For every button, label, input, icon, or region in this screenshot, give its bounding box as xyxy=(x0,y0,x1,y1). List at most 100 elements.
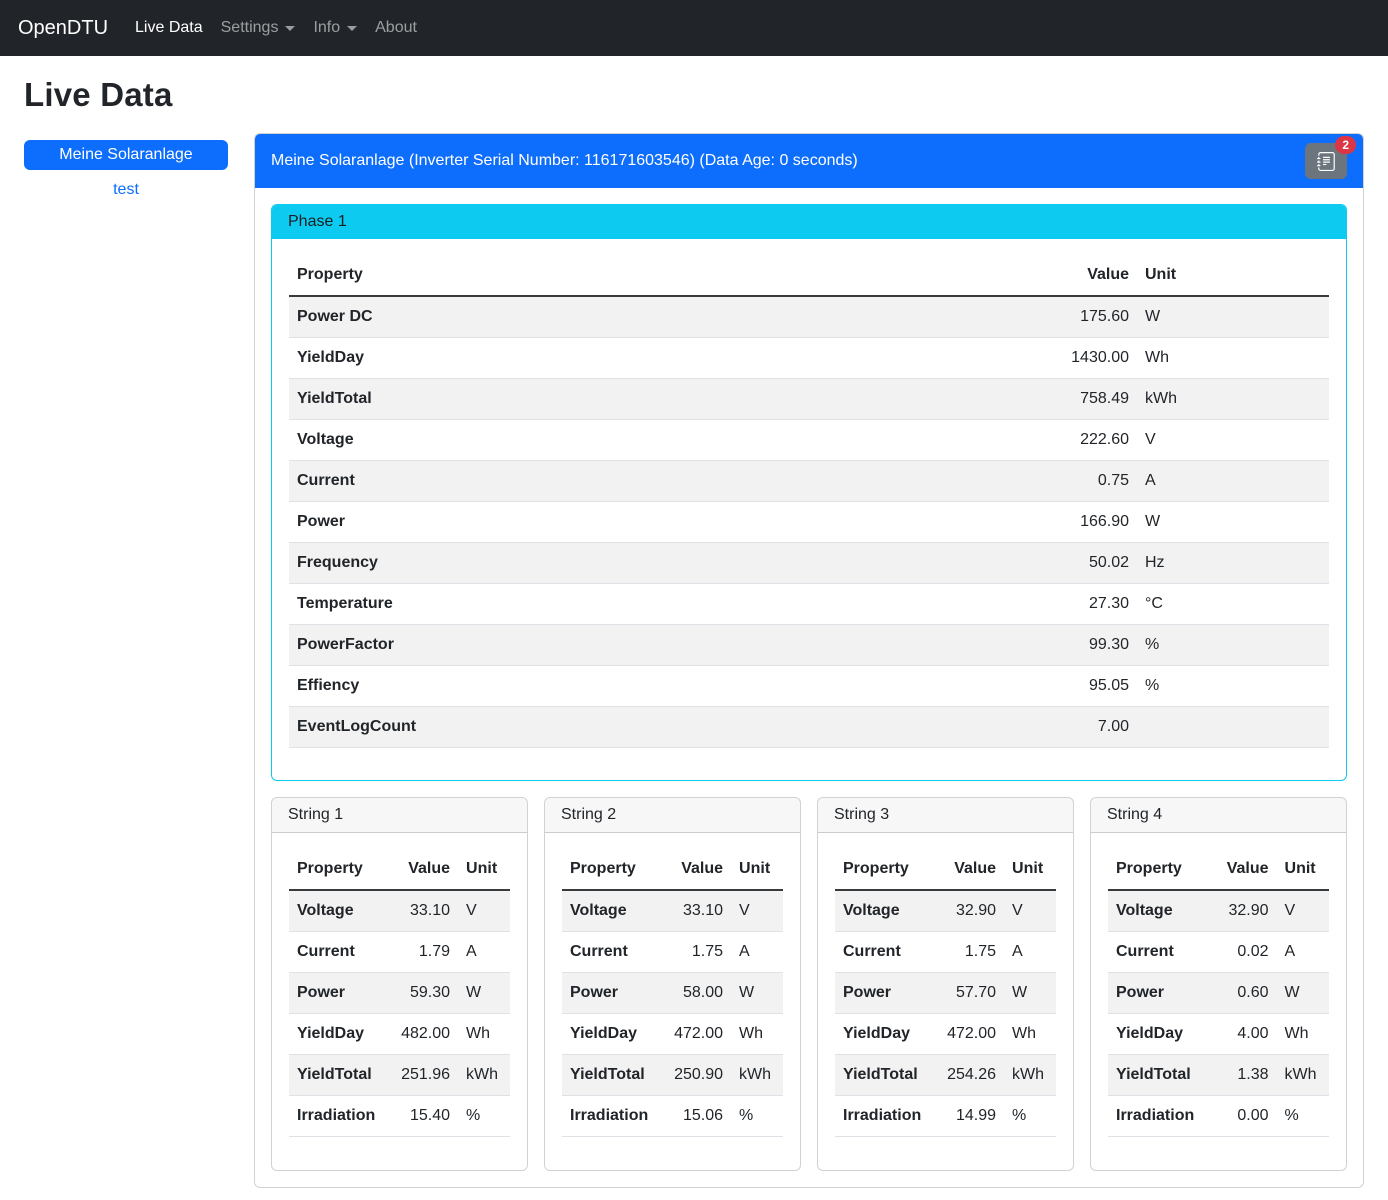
page-title: Live Data xyxy=(24,76,173,113)
unit-cell: % xyxy=(1004,1095,1056,1137)
property-cell: YieldDay xyxy=(289,1013,384,1055)
navbar: OpenDTU Live Data Settings Info About xyxy=(0,0,1388,56)
string-card-body: Property Value Unit Voltage 32.90 V Current 0.0… xyxy=(1091,833,1346,1170)
inverter-select-meine-solaranlage[interactable]: Meine Solaranlage xyxy=(24,140,228,170)
property-cell: Irradiation xyxy=(562,1095,657,1137)
value-cell: 472.00 xyxy=(656,1013,732,1055)
unit-cell: % xyxy=(731,1095,783,1137)
value-cell: 472.00 xyxy=(929,1013,1005,1055)
data-table: Property Value Unit Voltage 32.90 V Current 0.0… xyxy=(1108,849,1329,1137)
unit-cell: V xyxy=(1004,890,1056,932)
table-row-power: Power 0.60 W xyxy=(1108,972,1329,1014)
unit-cell: kWh xyxy=(1004,1054,1056,1096)
value-cell: 33.10 xyxy=(383,890,459,932)
property-cell: Power xyxy=(289,972,384,1014)
table-row-eventlogcount: EventLogCount 7.00 xyxy=(289,706,1329,748)
string-card-body: Property Value Unit Voltage 32.90 V Current 1.7… xyxy=(818,833,1073,1170)
unit-cell: kWh xyxy=(1276,1054,1329,1096)
unit-cell: % xyxy=(458,1095,510,1137)
string-card-2: String 2 Property Value Unit Voltage 33.10 V Cu… xyxy=(544,797,801,1171)
unit-cell: V xyxy=(1276,890,1329,932)
table-row-power: Power 166.90 W xyxy=(289,501,1329,543)
table-row-voltage: Voltage 32.90 V xyxy=(1108,890,1329,932)
column-header-property: Property xyxy=(289,849,384,891)
table-row-power-dc: Power DC 175.60 W xyxy=(289,296,1329,338)
property-cell: Power DC xyxy=(289,296,1025,338)
string-card-body: Property Value Unit Voltage 33.10 V Current 1.7… xyxy=(545,833,800,1170)
string-card-title: String 2 xyxy=(545,798,800,833)
table-row-yieldday: YieldDay 472.00 Wh xyxy=(562,1013,783,1055)
unit-cell: kWh xyxy=(1137,378,1329,420)
property-cell: Power xyxy=(562,972,657,1014)
property-cell: Current xyxy=(289,460,1025,502)
nav-item-info[interactable]: Info xyxy=(304,11,366,45)
value-cell: 15.06 xyxy=(656,1095,732,1137)
property-cell: YieldDay xyxy=(1108,1013,1203,1055)
value-cell: 758.49 xyxy=(1025,378,1137,420)
value-cell: 58.00 xyxy=(656,972,732,1014)
value-cell: 27.30 xyxy=(1025,583,1137,625)
inverter-select-test[interactable]: test xyxy=(24,175,228,205)
table-row-temperature: Temperature 27.30 °C xyxy=(289,583,1329,625)
property-cell: Voltage xyxy=(289,890,384,932)
nav-item-live-data[interactable]: Live Data xyxy=(126,11,212,45)
column-header-value: Value xyxy=(656,849,732,891)
table-row-current: Current 1.75 A xyxy=(835,931,1056,973)
property-cell: Voltage xyxy=(289,419,1025,461)
table-row-yieldday: YieldDay 482.00 Wh xyxy=(289,1013,510,1055)
table-row-yieldday: YieldDay 4.00 Wh xyxy=(1108,1013,1329,1055)
value-cell: 222.60 xyxy=(1025,419,1137,461)
value-cell: 482.00 xyxy=(383,1013,459,1055)
unit-cell: kWh xyxy=(731,1054,783,1096)
nav-item-settings[interactable]: Settings xyxy=(212,11,305,45)
nav-item-about[interactable]: About xyxy=(366,11,426,45)
string-card-3: String 3 Property Value Unit Voltage 32.90 V Cu… xyxy=(817,797,1074,1171)
property-cell: Current xyxy=(289,931,384,973)
property-cell: Irradiation xyxy=(289,1095,384,1137)
unit-cell: % xyxy=(1276,1095,1329,1137)
value-cell: 175.60 xyxy=(1025,296,1137,338)
value-cell: 14.99 xyxy=(929,1095,1005,1137)
table-row-power: Power 57.70 W xyxy=(835,972,1056,1014)
string-card-body: Property Value Unit Voltage 33.10 V Current 1.7… xyxy=(272,833,527,1170)
nav-item-label: Live Data xyxy=(135,19,203,36)
value-cell: 1430.00 xyxy=(1025,337,1137,379)
column-header-value: Value xyxy=(383,849,459,891)
column-header-property: Property xyxy=(562,849,657,891)
table-row-voltage: Voltage 33.10 V xyxy=(562,890,783,932)
unit-cell: V xyxy=(458,890,510,932)
string-card-title: String 3 xyxy=(818,798,1073,833)
value-cell: 32.90 xyxy=(929,890,1005,932)
property-cell: Effiency xyxy=(289,665,1025,707)
eventlog-button[interactable]: 2 xyxy=(1305,136,1356,179)
inverter-selector-list: Meine Solaranlage test xyxy=(24,133,228,205)
unit-cell: W xyxy=(1137,501,1329,543)
property-cell: Voltage xyxy=(835,890,930,932)
property-cell: Voltage xyxy=(562,890,657,932)
property-cell: YieldTotal xyxy=(1108,1054,1203,1096)
unit-cell: kWh xyxy=(458,1054,510,1096)
inverter-card: Meine Solaranlage (Inverter Serial Numbe… xyxy=(254,133,1364,1188)
table-row-yieldtotal: YieldTotal 250.90 kWh xyxy=(562,1054,783,1096)
table-row-current: Current 1.75 A xyxy=(562,931,783,973)
table-row-yieldday: YieldDay 1430.00 Wh xyxy=(289,337,1329,379)
brand-logo[interactable]: OpenDTU xyxy=(18,16,109,39)
property-cell: Power xyxy=(835,972,930,1014)
value-cell: 95.05 xyxy=(1025,665,1137,707)
table-row-power: Power 59.30 W xyxy=(289,972,510,1014)
string-card-1: String 1 Property Value Unit Voltage 33.10 V Cu… xyxy=(271,797,528,1171)
unit-cell: V xyxy=(1137,419,1329,461)
unit-cell: Wh xyxy=(1004,1013,1056,1055)
value-cell: 1.38 xyxy=(1202,1054,1277,1096)
nav-item-label: About xyxy=(375,19,417,36)
property-cell: EventLogCount xyxy=(289,706,1025,748)
table-row-current: Current 0.02 A xyxy=(1108,931,1329,973)
value-cell: 57.70 xyxy=(929,972,1005,1014)
column-header-unit: Unit xyxy=(731,849,783,891)
value-cell: 99.30 xyxy=(1025,624,1137,666)
table-row-yieldtotal: YieldTotal 251.96 kWh xyxy=(289,1054,510,1096)
table-row-effiency: Effiency 95.05% xyxy=(289,665,1329,707)
unit-cell: Hz xyxy=(1137,542,1329,584)
table-row-voltage: Voltage 32.90 V xyxy=(835,890,1056,932)
string-card-title: String 1 xyxy=(272,798,527,833)
